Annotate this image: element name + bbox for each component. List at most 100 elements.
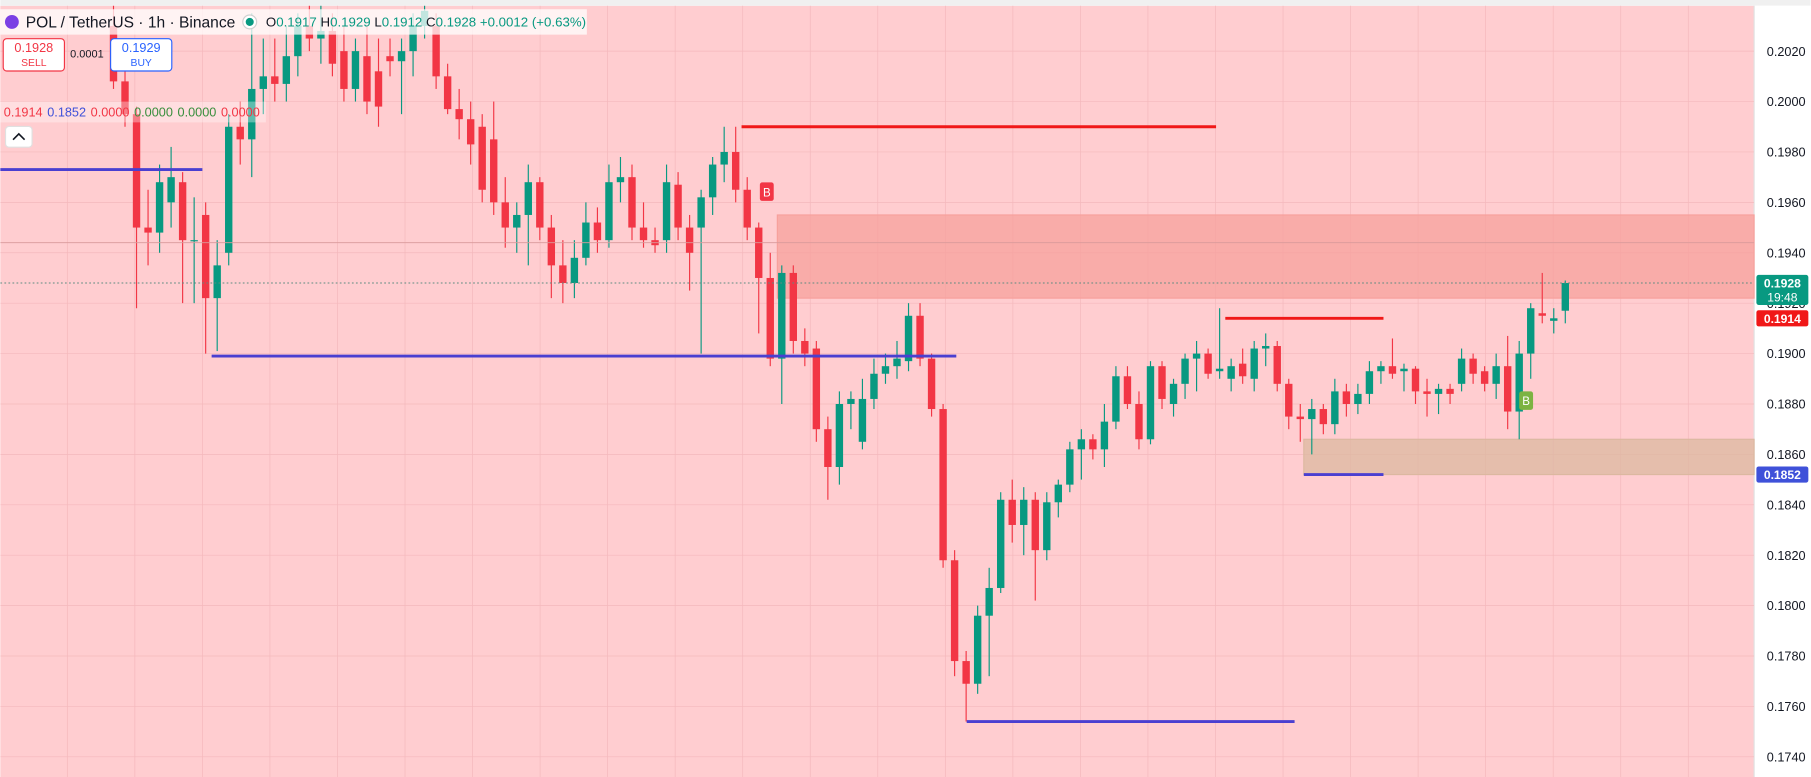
candle-body [282, 56, 291, 84]
candle-body [616, 177, 625, 183]
symbol-title[interactable]: POL / TetherUS · 1h · Binance [26, 15, 236, 32]
candle-body [1434, 388, 1443, 394]
price-badge-countdown: 19:48 [1767, 290, 1798, 304]
candle-body [1146, 366, 1155, 440]
candle-body [1100, 421, 1109, 450]
candle-body [351, 51, 360, 89]
candle-body [167, 177, 175, 203]
spread: 0.0001 [70, 49, 104, 61]
candle-body [870, 373, 878, 399]
candle-body [213, 265, 221, 299]
candle-body [639, 227, 648, 241]
candle-body [536, 182, 544, 228]
signal-label[interactable]: B [763, 187, 771, 199]
candle-body [144, 227, 152, 233]
candle-body [1480, 371, 1489, 384]
candle-body [916, 315, 924, 359]
candle-body [443, 76, 452, 110]
candle-body [1031, 499, 1039, 551]
candle-body [1296, 416, 1304, 420]
candle-body [248, 88, 256, 140]
ohlc-value: 0.1928 [436, 15, 477, 30]
candle-body [1492, 366, 1500, 384]
collapse-button[interactable] [4, 125, 33, 148]
candle-body [881, 366, 890, 374]
candle-body [662, 182, 671, 241]
price-badge-label: 0.1852 [1764, 468, 1801, 482]
candle-body [340, 51, 348, 89]
candle-body [1262, 346, 1270, 349]
candle-body [363, 56, 371, 102]
candle-body [605, 182, 613, 241]
candle-body [178, 182, 187, 241]
candle-body [904, 315, 913, 362]
sell-button[interactable] [2, 38, 66, 72]
indicator-background [0, 101, 266, 123]
candle-body [1089, 439, 1097, 450]
price-badge [1756, 310, 1809, 327]
candle-body [225, 126, 233, 253]
candle-body [1158, 366, 1166, 399]
sell-label[interactable]: SELL [21, 58, 47, 69]
candle-body [559, 265, 567, 284]
ohlc-value: 0.1912 [382, 15, 423, 30]
candle-body [1054, 484, 1063, 503]
candle-body [1273, 346, 1281, 384]
y-tick-label: 0.2000 [1767, 95, 1806, 109]
candle-body [1342, 391, 1351, 404]
signal-badge[interactable] [1519, 391, 1534, 410]
candle-body [1446, 388, 1454, 394]
candle-body [962, 661, 970, 684]
y-tick-label: 0.1760 [1767, 700, 1806, 714]
candle-body [720, 151, 728, 165]
candle-body [1181, 358, 1189, 384]
candle-body [374, 71, 383, 107]
signal-label[interactable]: B [1522, 396, 1530, 408]
candle-body [697, 197, 705, 228]
buy-label[interactable]: BUY [131, 58, 152, 69]
candle-body [939, 409, 947, 561]
signal-badge[interactable] [759, 182, 774, 201]
candle-body [1123, 376, 1132, 404]
symbol-icon[interactable] [4, 15, 19, 29]
candle-body [1377, 366, 1385, 372]
sell-price[interactable]: 0.1928 [14, 41, 53, 55]
candle-body [1388, 366, 1397, 374]
candle-body [628, 177, 636, 228]
y-tick-label: 0.1960 [1767, 196, 1806, 210]
candles [109, 5, 1569, 722]
candle-body [1192, 353, 1201, 359]
buy-button[interactable] [110, 38, 173, 72]
candle-body [1066, 449, 1074, 485]
buy-price[interactable]: 0.1929 [122, 41, 161, 55]
candle-body [1503, 366, 1512, 412]
candle-body [1331, 391, 1339, 425]
zone [776, 214, 1755, 299]
y-tick-label: 0.2020 [1767, 45, 1806, 59]
candle-body [1020, 499, 1028, 525]
candle-body [1250, 348, 1258, 379]
price-axis: 0.20200.20000.19800.19600.19400.19200.19… [1756, 45, 1809, 764]
indicator-value: 0.0000 [178, 106, 217, 120]
candle-body [1238, 363, 1247, 377]
candle-body [1169, 383, 1178, 404]
candle-body [997, 499, 1005, 588]
ohlc-legend: O0.1917 H0.1929 L0.1912 C0.1928 +0.0012 … [266, 15, 586, 30]
candle-body [674, 184, 682, 228]
candle-body [1423, 391, 1431, 394]
candle-body [409, 25, 417, 52]
top-border [0, 0, 1811, 6]
candle-body [824, 429, 832, 467]
header-background [0, 9, 587, 35]
y-tick-label: 0.1880 [1767, 398, 1806, 412]
candle-body [1527, 308, 1535, 354]
candle-body [812, 348, 821, 430]
candle-body [317, 30, 325, 39]
indicator-values: 0.1914 0.1852 0.0000 0.0000 0.0000 0.0000 [4, 106, 260, 120]
candle-body [1354, 393, 1362, 404]
status-dot [245, 17, 254, 26]
ohlc-key: H [320, 15, 330, 30]
ohlc-value: 0.1917 [276, 15, 317, 30]
candle-body [766, 277, 774, 359]
